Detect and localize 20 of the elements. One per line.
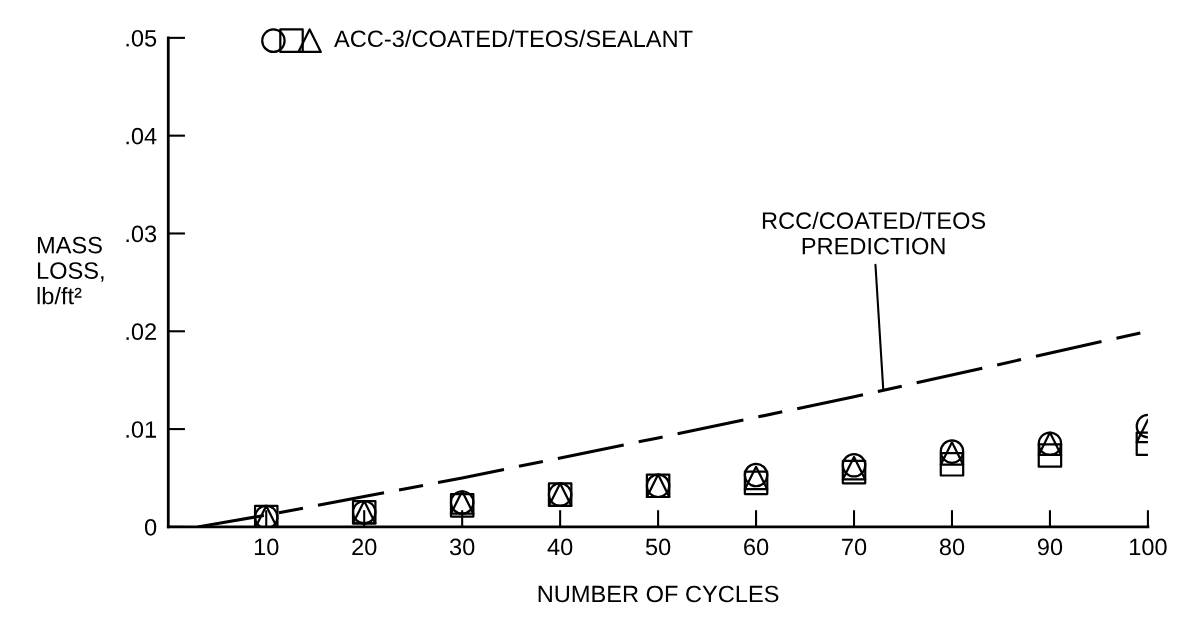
x-tick-label: 90 [1037,538,1063,556]
x-tick-label: 80 [939,538,965,556]
x-tick-label: 50 [645,538,671,556]
x-tick-label: 10 [254,538,279,556]
x-tick-label: 60 [744,538,769,556]
annotation: RCC/COATED/TEOS PREDICTION [762,211,986,255]
y-tick-label: .04 [126,127,157,145]
y-axis-title: MASS LOSS, lb/ft² [37,236,104,305]
x-tick-label: 100 [1130,538,1167,556]
x-tick-label: 30 [449,538,475,556]
legend-label: ACC-3/COATED/TEOS/SEALANT [334,29,693,48]
y-tick-label: .02 [126,323,156,341]
y-tick-label: .01 [126,421,157,438]
y-tick-label: .05 [126,29,157,47]
x-tick-label: 40 [547,538,573,556]
x-tick-label: 20 [352,538,377,556]
y-tick-label: .03 [126,225,157,243]
x-tick-label: 70 [842,538,867,556]
y-tick-label: 0 [144,518,157,536]
x-axis-title: NUMBER OF CYCLES [538,585,779,603]
